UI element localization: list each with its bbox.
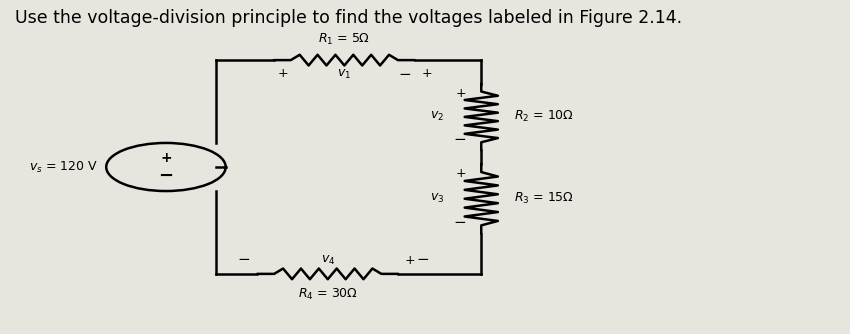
Text: $R_3$ = 15Ω: $R_3$ = 15Ω bbox=[514, 191, 575, 206]
Text: +: + bbox=[160, 151, 172, 165]
Text: +: + bbox=[405, 254, 416, 267]
Text: $v_4$: $v_4$ bbox=[320, 254, 335, 267]
Text: −: − bbox=[398, 67, 411, 82]
Text: +: + bbox=[278, 67, 289, 80]
Text: −: − bbox=[454, 215, 467, 230]
Text: +: + bbox=[422, 67, 432, 80]
Text: $v_3$: $v_3$ bbox=[429, 192, 444, 205]
Text: +: + bbox=[456, 167, 467, 180]
Text: $R_2$ = 10Ω: $R_2$ = 10Ω bbox=[514, 109, 575, 125]
Text: Use the voltage-division principle to find the voltages labeled in Figure 2.14.: Use the voltage-division principle to fi… bbox=[15, 9, 682, 27]
Text: $v_1$: $v_1$ bbox=[337, 67, 351, 80]
Text: −: − bbox=[238, 252, 251, 267]
Text: −: − bbox=[416, 252, 429, 267]
Text: +: + bbox=[456, 87, 467, 100]
Text: $R_1$ = 5Ω: $R_1$ = 5Ω bbox=[318, 32, 371, 47]
Text: $v_s$ = 120 V: $v_s$ = 120 V bbox=[29, 159, 98, 175]
Text: −: − bbox=[158, 167, 173, 185]
Text: $R_4$ = 30Ω: $R_4$ = 30Ω bbox=[298, 287, 358, 302]
Text: $v_2$: $v_2$ bbox=[430, 110, 444, 124]
Text: −: − bbox=[454, 132, 467, 147]
